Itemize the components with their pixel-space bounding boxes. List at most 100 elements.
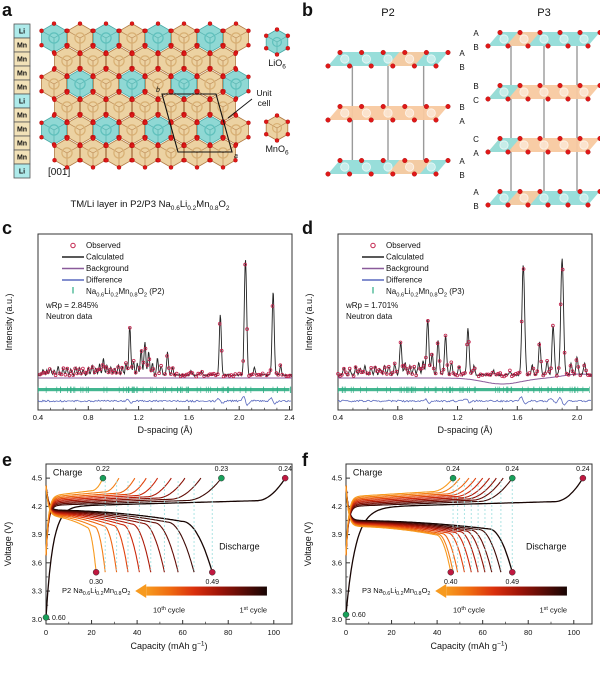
svg-text:4.2: 4.2 bbox=[332, 502, 342, 511]
svg-text:0.22: 0.22 bbox=[96, 466, 110, 473]
svg-text:4.5: 4.5 bbox=[332, 474, 342, 483]
svg-text:3.6: 3.6 bbox=[332, 558, 342, 567]
svg-text:1st cycle: 1st cycle bbox=[540, 606, 568, 615]
panel-e-letter: e bbox=[2, 450, 13, 470]
svg-text:0.8: 0.8 bbox=[393, 413, 403, 422]
svg-text:1.2: 1.2 bbox=[133, 413, 143, 422]
svg-text:0.60: 0.60 bbox=[52, 615, 66, 622]
svg-text:LiO6: LiO6 bbox=[268, 58, 286, 71]
svg-text:Neutron data: Neutron data bbox=[46, 312, 93, 321]
svg-text:Unit: Unit bbox=[256, 88, 272, 98]
svg-text:Difference: Difference bbox=[86, 276, 123, 285]
svg-text:60: 60 bbox=[478, 628, 486, 637]
svg-text:A: A bbox=[473, 188, 479, 197]
svg-text:P2: P2 bbox=[381, 7, 394, 19]
panel-c: c 0.4 0.8 1.2 1.6 2.0 2.4 D-spacing (Å) Intensi… bbox=[0, 218, 300, 450]
svg-text:Mn: Mn bbox=[17, 141, 27, 148]
svg-text:Observed: Observed bbox=[386, 241, 421, 250]
panel-e-cycling-chart: 0 20 40 60 80 100 3.0 3.3 3.6 3.9 4.2 4.5 Capacity (… bbox=[3, 463, 293, 651]
svg-text:0.24: 0.24 bbox=[505, 466, 519, 473]
panel-d-letter: d bbox=[302, 218, 313, 238]
svg-text:Neutron data: Neutron data bbox=[346, 312, 393, 321]
svg-text:[001]: [001] bbox=[48, 167, 70, 178]
svg-text:20: 20 bbox=[87, 628, 95, 637]
svg-text:3.9: 3.9 bbox=[332, 530, 342, 539]
svg-text:Li: Li bbox=[19, 29, 25, 36]
svg-text:B: B bbox=[473, 43, 478, 52]
panel-b: b P2 A B B A A B P3 A B B C C A A B bbox=[300, 0, 600, 218]
svg-text:Mn: Mn bbox=[17, 43, 27, 50]
svg-text:Charge: Charge bbox=[353, 467, 383, 477]
svg-text:3.6: 3.6 bbox=[32, 558, 42, 567]
svg-text:Calculated: Calculated bbox=[86, 253, 124, 262]
svg-text:Charge: Charge bbox=[53, 467, 83, 477]
svg-text:0.30: 0.30 bbox=[89, 579, 103, 586]
svg-text:wRp = 1.701%: wRp = 1.701% bbox=[345, 301, 398, 310]
svg-text:40: 40 bbox=[133, 628, 141, 637]
panel-a-letter: a bbox=[2, 0, 13, 20]
svg-text:80: 80 bbox=[524, 628, 532, 637]
panel-c-xrd-chart: 0.4 0.8 1.2 1.6 2.0 2.4 D-spacing (Å) Intensity… bbox=[4, 233, 295, 435]
svg-text:0.60: 0.60 bbox=[352, 612, 366, 619]
svg-text:Na0.6Li0.2Mn0.8O2 (P2): Na0.6Li0.2Mn0.8O2 (P2) bbox=[86, 287, 165, 298]
panel-a-caption: TM/Li layer in P2/P3 Na0.6Li0.2Mn0.8O2 bbox=[70, 199, 230, 212]
svg-text:1.6: 1.6 bbox=[184, 413, 194, 422]
svg-text:Mn: Mn bbox=[17, 113, 27, 120]
svg-text:4.5: 4.5 bbox=[32, 474, 42, 483]
svg-text:0.49: 0.49 bbox=[505, 579, 519, 586]
svg-text:40: 40 bbox=[433, 628, 441, 637]
svg-text:2.0: 2.0 bbox=[572, 413, 582, 422]
svg-text:Intensity (a.u.): Intensity (a.u.) bbox=[304, 293, 314, 350]
svg-text:1st cycle: 1st cycle bbox=[240, 606, 268, 615]
svg-text:0.40: 0.40 bbox=[444, 579, 458, 586]
svg-text:Mn: Mn bbox=[17, 85, 27, 92]
panel-d-xrd-chart: 0.4 0.8 1.2 1.6 2.0 D-spacing (Å) Intensity (a… bbox=[304, 233, 593, 435]
svg-text:Mn: Mn bbox=[17, 155, 27, 162]
svg-text:D-spacing (Å): D-spacing (Å) bbox=[137, 425, 192, 435]
svg-text:3.0: 3.0 bbox=[332, 615, 342, 624]
svg-text:cell: cell bbox=[258, 98, 271, 108]
svg-text:D-spacing (Å): D-spacing (Å) bbox=[437, 425, 492, 435]
svg-text:B: B bbox=[459, 171, 464, 180]
panel-a: a Li Mn Mn Mn Mn Li Mn Mn Mn Mn Li [001] b a Unit cell L… bbox=[0, 0, 300, 218]
panel-f-cycling-chart: 0 20 40 60 80 100 3.0 3.3 3.6 3.9 4.2 4.5 Capacity (… bbox=[303, 463, 593, 651]
svg-text:B: B bbox=[473, 82, 478, 91]
svg-text:60: 60 bbox=[178, 628, 186, 637]
svg-text:3.9: 3.9 bbox=[32, 530, 42, 539]
svg-text:Li: Li bbox=[19, 99, 25, 106]
svg-text:Mn: Mn bbox=[17, 71, 27, 78]
svg-text:Na0.6Li0.2Mn0.8O2 (P3): Na0.6Li0.2Mn0.8O2 (P3) bbox=[386, 287, 465, 298]
svg-text:Intensity (a.u.): Intensity (a.u.) bbox=[4, 293, 14, 350]
svg-text:1.2: 1.2 bbox=[452, 413, 462, 422]
svg-text:0.24: 0.24 bbox=[446, 466, 460, 473]
svg-text:wRp = 2.845%: wRp = 2.845% bbox=[45, 301, 98, 310]
svg-text:0.49: 0.49 bbox=[205, 579, 219, 586]
svg-text:Voltage (V): Voltage (V) bbox=[303, 522, 313, 567]
svg-text:Mn: Mn bbox=[17, 127, 27, 134]
panel-e: e 0 20 40 60 80 100 3.0 3.3 3.6 3.9 4.2 4.5 Capacity… bbox=[0, 450, 300, 680]
svg-text:a: a bbox=[234, 153, 238, 160]
svg-text:Voltage (V): Voltage (V) bbox=[3, 522, 13, 567]
svg-text:B: B bbox=[459, 63, 464, 72]
svg-text:80: 80 bbox=[224, 628, 232, 637]
svg-text:A: A bbox=[459, 157, 465, 166]
svg-text:P3: P3 bbox=[537, 7, 550, 19]
svg-text:1.6: 1.6 bbox=[512, 413, 522, 422]
svg-text:3.3: 3.3 bbox=[332, 587, 342, 596]
svg-text:10th cycle: 10th cycle bbox=[153, 606, 185, 615]
panel-f-letter: f bbox=[302, 450, 308, 470]
svg-text:Mn: Mn bbox=[17, 57, 27, 64]
svg-text:0.24: 0.24 bbox=[278, 466, 292, 473]
svg-text:MnO6: MnO6 bbox=[265, 144, 289, 157]
svg-text:Background: Background bbox=[86, 264, 129, 273]
svg-text:4.2: 4.2 bbox=[32, 502, 42, 511]
panel-b-letter: b bbox=[302, 0, 313, 20]
svg-text:A: A bbox=[459, 49, 465, 58]
svg-text:Capacity (mAh g−1): Capacity (mAh g−1) bbox=[131, 641, 208, 651]
svg-text:A: A bbox=[459, 117, 465, 126]
svg-text:100: 100 bbox=[268, 628, 281, 637]
svg-text:3.3: 3.3 bbox=[32, 587, 42, 596]
svg-text:A: A bbox=[473, 149, 479, 158]
